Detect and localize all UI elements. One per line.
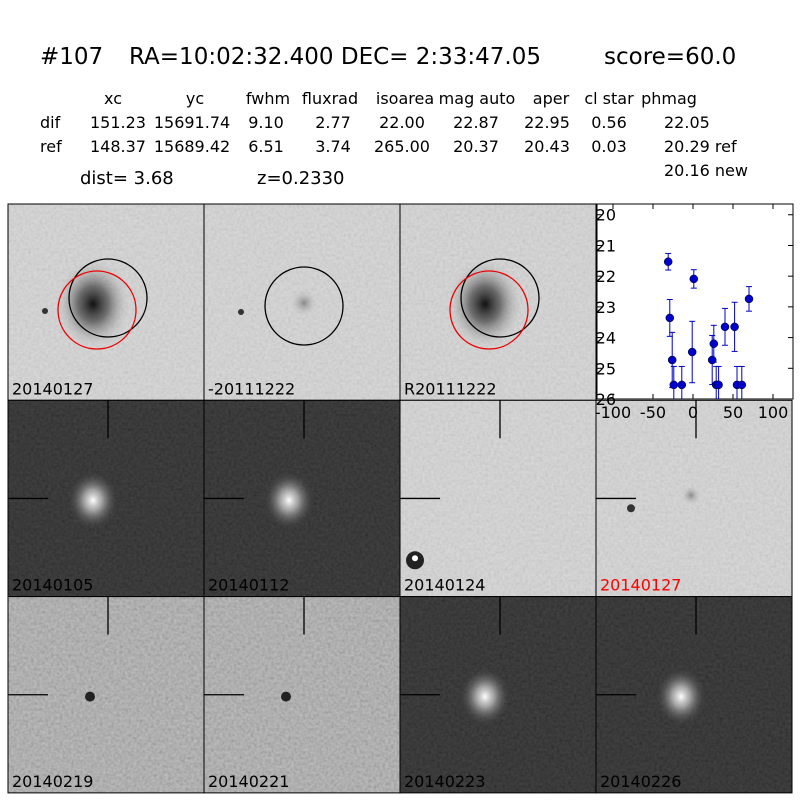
table-cell: 6.51 [248,137,284,156]
object-id: #107 [40,44,103,70]
table-cell: 0.56 [591,113,627,132]
data-point [677,380,687,390]
y-tick-label: 21 [596,236,616,255]
column-header: fwhm [246,89,290,108]
distance: dist= 3.68 [80,168,174,189]
data-point [737,380,747,390]
table-cell: 9.10 [248,113,284,132]
tile-label: 20140226 [600,772,681,791]
table-cell: 265.00 [374,137,430,156]
table-cell: 22.00 [379,113,425,132]
tile-label: 20140127 [12,379,93,398]
tile-label: 20140124 [404,576,485,595]
tile-border [595,596,793,794]
table-cell: 148.37 [90,137,146,156]
score: score=60.0 [604,44,736,70]
x-tick-label: 50 [723,403,743,422]
x-tick-label: 100 [758,403,789,422]
row-label: dif [40,113,61,132]
residual [85,691,95,702]
column-header: yc [186,89,204,108]
residual [281,691,291,702]
y-tick-label: 24 [596,329,616,348]
tile-label: 20140219 [12,772,93,791]
table-cell: 15689.42 [154,137,230,156]
data-point [714,380,723,390]
aperture [460,258,540,338]
coordinates: RA=10:02:32.400 DEC= 2:33:47.05 [129,44,541,70]
tile-label: 20140112 [208,576,289,595]
table-cell: 22.87 [453,113,499,132]
galaxy [263,470,315,531]
galaxy [459,666,511,727]
galaxy [55,259,131,349]
data-point [707,355,717,365]
y-tick-label: 25 [596,359,616,378]
data-point [687,347,697,357]
data-point [709,339,719,348]
y-tick-label: 23 [596,298,616,317]
table-cell: 15691.74 [154,113,230,132]
y-tick-label: 22 [596,267,616,286]
tile-label: 20140221 [208,772,289,791]
y-tick-label: 20 [596,206,616,225]
data-point [669,380,679,390]
x-tick-label: -50 [640,403,666,422]
table-cell: 20.43 [524,137,570,156]
column-header: cl star [584,89,634,108]
star [42,308,48,314]
table-cell: 20.37 [453,137,499,156]
plot-area [596,203,794,400]
galaxy [447,259,523,349]
artifact-core [412,555,418,562]
table-cell: 22.05 [664,113,710,132]
tile-label: 20140105 [12,576,93,595]
tile-label: -20111222 [208,379,295,398]
y-tick-label: 26 [596,390,616,409]
redshift: z=0.2330 [257,168,345,189]
aperture [264,266,344,346]
data-point [744,294,754,304]
residual [681,485,701,506]
star [627,504,635,513]
column-header: aper [533,89,570,108]
aperture [68,258,148,338]
galaxy [655,666,707,727]
table-note: 20.16 new [664,161,748,180]
galaxy [67,470,119,531]
data-point [689,274,699,284]
aperture-ref [449,270,529,350]
tile-label: R20111222 [404,379,497,398]
star [238,309,244,315]
tile-label: 20140127 [600,576,681,595]
column-header: xc [104,89,122,108]
tile-label: 20140223 [404,772,485,791]
table-cell: 22.95 [524,113,570,132]
table-cell: 2.77 [315,113,351,132]
aperture-ref [57,270,137,350]
table-cell: 151.23 [90,113,146,132]
x-tick-label: -100 [595,403,631,422]
light-curve: 20 21 22 23 24 25 26-100 -50 0 50 100 [595,203,794,422]
column-header: phmag [641,89,697,108]
data-point [663,257,673,266]
data-point [667,355,677,365]
data-point [720,322,730,332]
column-header: mag auto [439,89,516,108]
column-header: isoarea [376,89,434,108]
x-tick-label: 0 [688,403,698,422]
row-label: ref [40,137,62,156]
image-grid: 20140127 -20111222 R20111222 20140105 201401… [7,203,793,794]
data-point [730,322,739,332]
residual [290,289,318,317]
table-cell: 3.74 [315,137,351,156]
data-point [665,313,675,323]
column-header: fluxrad [302,89,358,108]
table-cell: 20.29 ref [664,137,737,156]
table-cell: 0.03 [591,137,627,156]
